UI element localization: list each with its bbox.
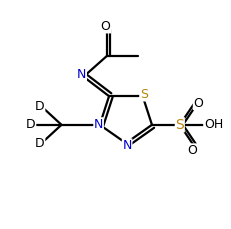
Text: D: D [35, 100, 45, 113]
Text: S: S [175, 118, 183, 132]
Text: D: D [26, 118, 36, 131]
Text: O: O [100, 20, 110, 33]
Text: OH: OH [203, 118, 222, 131]
Text: N: N [122, 139, 131, 152]
Text: D: D [35, 137, 45, 150]
Text: O: O [187, 144, 197, 157]
Text: N: N [94, 118, 103, 131]
Text: O: O [193, 97, 202, 109]
Text: S: S [139, 88, 147, 101]
Text: N: N [77, 68, 86, 81]
